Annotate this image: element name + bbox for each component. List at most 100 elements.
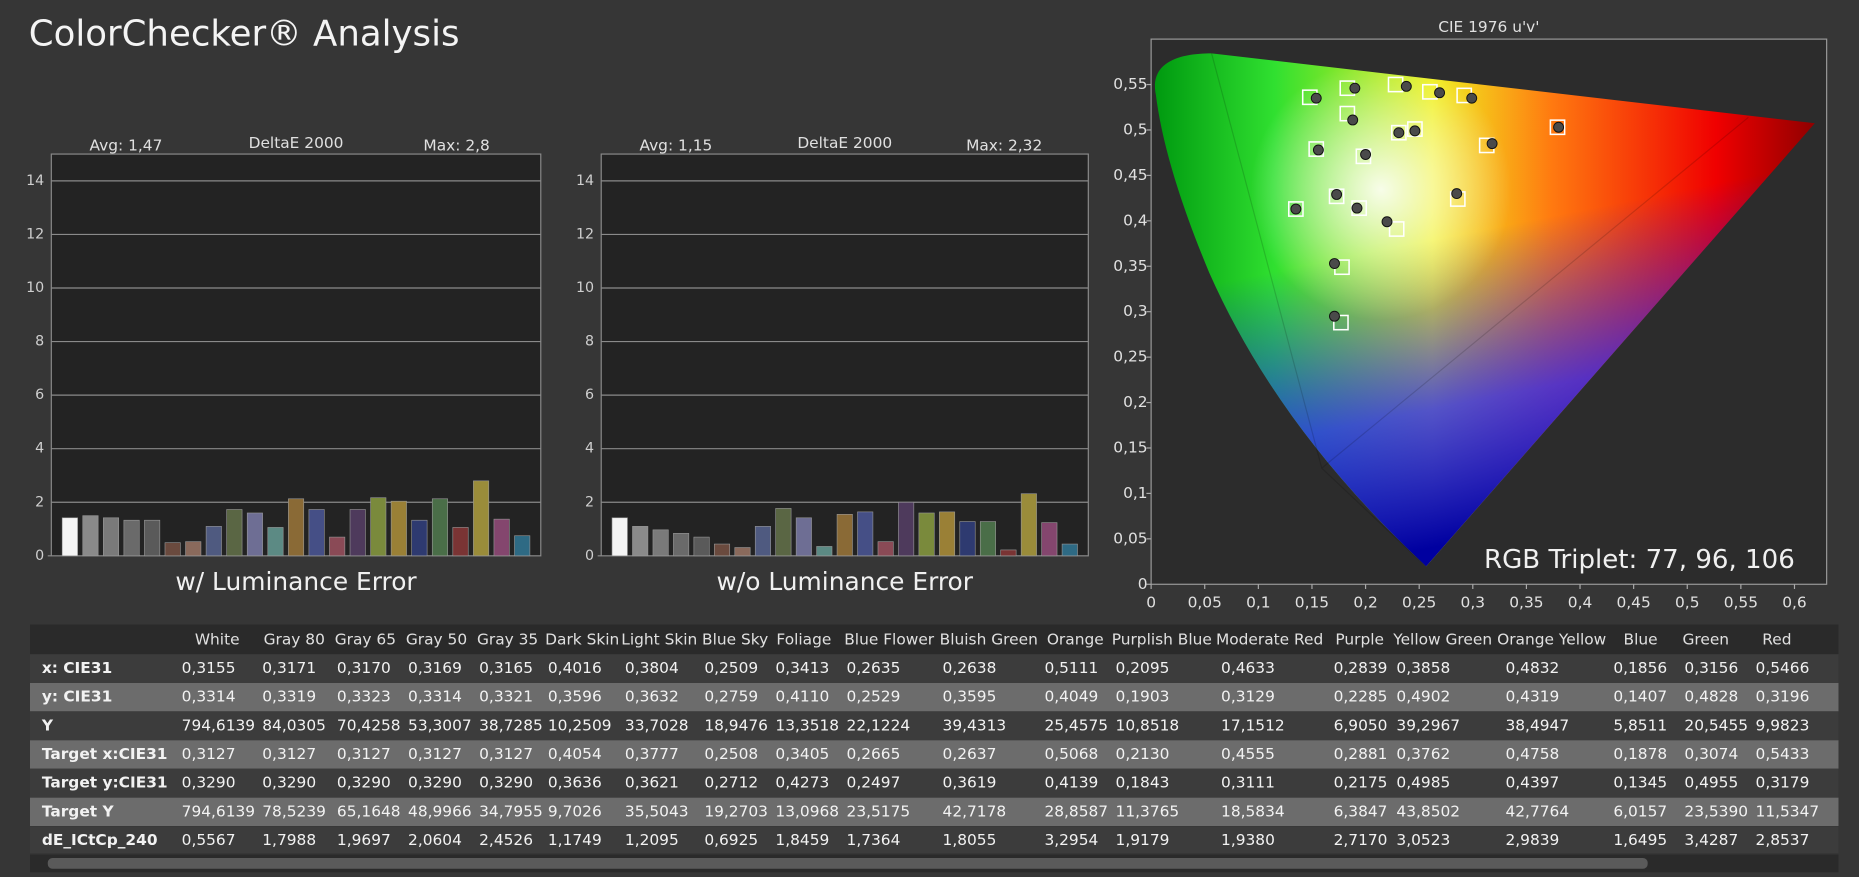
bar <box>898 501 915 557</box>
x-tick-label: 0,5 <box>1675 594 1699 612</box>
cell: 1,2095 <box>625 831 679 849</box>
plot-area <box>50 153 542 557</box>
cell: 20,5455 <box>1684 716 1748 734</box>
cell: 0,2175 <box>1334 774 1388 792</box>
y-tick-label: 8 <box>35 334 44 350</box>
cell: 0,3632 <box>625 688 679 706</box>
cell: 78,5239 <box>262 802 326 820</box>
y-tick-label: 2 <box>35 494 44 510</box>
cell: 0,3290 <box>479 774 533 792</box>
cell: 1,8459 <box>775 831 829 849</box>
cell: 0,3170 <box>337 659 391 677</box>
y-tick-label: 12 <box>26 226 44 242</box>
column-header: Gray 80 <box>264 630 325 648</box>
cell: 2,8537 <box>1756 831 1810 849</box>
bar <box>775 508 792 557</box>
cell: 18,9476 <box>704 716 768 734</box>
y-tick-label: 2 <box>585 494 594 510</box>
target-point <box>1287 201 1304 217</box>
cell: 1,1749 <box>548 831 602 849</box>
x-tick-label: 0,35 <box>1509 594 1543 612</box>
rgb-box <box>1488 540 1824 579</box>
target-point <box>1333 314 1349 331</box>
y-tick-label: 6 <box>35 387 44 403</box>
bar <box>349 509 366 557</box>
column-header: Gray 35 <box>477 630 538 648</box>
cell: 0,1903 <box>1116 688 1170 706</box>
cell: 39,2967 <box>1396 716 1460 734</box>
chart-title: DeltaE 2000 <box>249 134 344 152</box>
cell: 0,1878 <box>1613 745 1667 763</box>
bar <box>959 521 976 557</box>
cell: 0,2285 <box>1334 688 1388 706</box>
cell: 5,8511 <box>1613 716 1667 734</box>
measured-point <box>1329 310 1340 322</box>
cell: 0,2635 <box>847 659 901 677</box>
cell: 84,0305 <box>262 716 326 734</box>
bar <box>288 498 305 557</box>
bar <box>754 526 771 557</box>
cell: 0,4397 <box>1505 774 1559 792</box>
cell: 3,0523 <box>1396 831 1450 849</box>
cell: 0,4828 <box>1684 688 1738 706</box>
cell: 0,3413 <box>775 659 829 677</box>
cell: 0,1843 <box>1116 774 1170 792</box>
bar <box>329 536 346 557</box>
row-label: Y <box>41 716 54 734</box>
bar <box>857 511 874 557</box>
x-axis-label: w/ Luminance Error <box>175 567 417 596</box>
bar <box>918 512 935 557</box>
cell: 3,2954 <box>1044 831 1098 849</box>
y-tick-label: 6 <box>585 387 594 403</box>
bar <box>185 541 202 557</box>
cell: 1,8055 <box>943 831 997 849</box>
cell: 0,4955 <box>1684 774 1738 792</box>
column-header: Gray 65 <box>335 630 396 648</box>
cell: 33,7028 <box>625 716 689 734</box>
cell: 0,3196 <box>1756 688 1810 706</box>
column-header: Light Skin <box>621 630 697 648</box>
bar <box>795 517 812 557</box>
cell: 0,3169 <box>408 659 462 677</box>
cell: 0,5567 <box>182 831 236 849</box>
scrollbar-thumb[interactable] <box>47 858 1648 869</box>
bar <box>673 533 690 557</box>
measured-point <box>1329 258 1340 269</box>
cell: 0,5466 <box>1756 659 1810 677</box>
cell: 48,9966 <box>408 802 472 820</box>
measured-point <box>1434 87 1446 99</box>
column-header: Purple <box>1335 630 1384 648</box>
cell: 0,3171 <box>262 659 316 677</box>
table-row <box>29 711 1839 740</box>
y-tick-label: 0,3 <box>1123 302 1147 320</box>
cell: 0,4273 <box>775 774 829 792</box>
cell: 0,3804 <box>625 659 679 677</box>
measured-point <box>1451 188 1463 200</box>
cell: 0,5068 <box>1044 745 1098 763</box>
cell: 1,6495 <box>1613 831 1667 849</box>
cell: 0,3321 <box>479 688 533 706</box>
x-tick-label: 0,4 <box>1568 594 1592 612</box>
cell: 17,1512 <box>1221 716 1285 734</box>
cell: 39,4313 <box>943 716 1007 734</box>
cell: 1,7364 <box>847 831 901 849</box>
y-tick-label: 0,4 <box>1123 211 1147 229</box>
column-header: Orange <box>1047 630 1104 648</box>
cell: 10,8518 <box>1116 716 1180 734</box>
column-header: White <box>195 630 240 648</box>
cell: 0,2508 <box>704 745 758 763</box>
y-tick-label: 10 <box>26 280 44 296</box>
row-label: dE_ICtCp_240 <box>42 831 158 849</box>
cell: 0,2095 <box>1116 659 1170 677</box>
x-tick-label: 0,3 <box>1461 594 1485 612</box>
bar <box>123 519 140 557</box>
bar <box>714 543 731 557</box>
cell: 0,4832 <box>1505 659 1559 677</box>
bar <box>816 546 833 557</box>
gamut <box>1154 53 1815 567</box>
bar <box>734 547 751 557</box>
bar <box>82 515 99 557</box>
measured-point <box>1349 82 1361 94</box>
cell: 0,1856 <box>1613 659 1667 677</box>
